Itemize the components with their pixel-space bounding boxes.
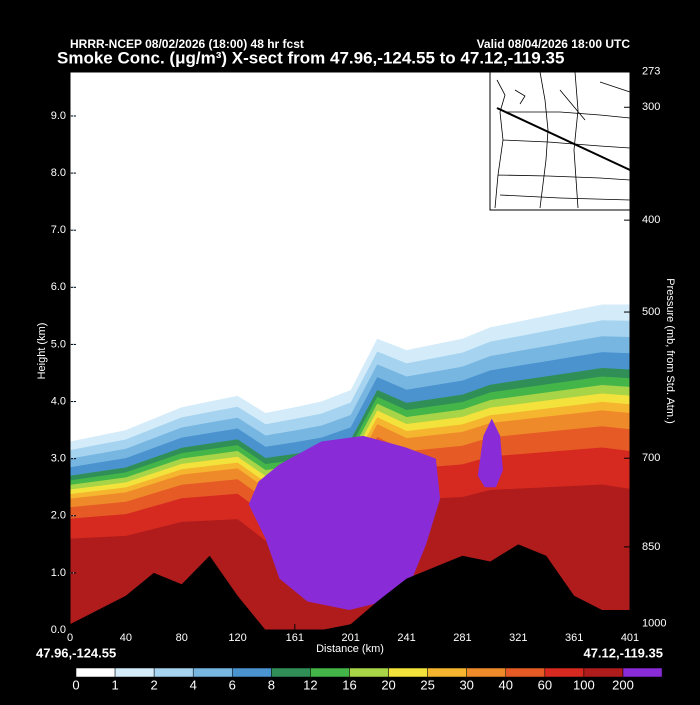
colorbar-swatch (75, 667, 116, 678)
y-tick-label: 5.0 (51, 338, 66, 350)
colorbar-label: 0 (72, 677, 79, 692)
plot-frame (69, 71, 631, 631)
x-tick-label: 80 (176, 632, 188, 644)
colorbar-swatch (583, 667, 624, 678)
colorbar-label: 16 (342, 677, 356, 692)
x-axis-label: Distance (km) (316, 643, 384, 655)
y2-tick-label: 400 (642, 214, 660, 226)
colorbar-label: 100 (573, 677, 595, 692)
colorbar-label: 20 (381, 677, 395, 692)
header-left: HRRR-NCEP 08/02/2026 (18:00) 48 hr fcst (70, 37, 304, 51)
terrain (70, 544, 630, 630)
x-tick-label: 321 (509, 632, 527, 644)
colorbar-swatch (388, 667, 428, 678)
header-right: Valid 08/04/2026 18:00 UTC (477, 37, 631, 51)
colorbar-label: 2 (151, 677, 158, 692)
colorbar-swatch (544, 667, 585, 678)
colorbar-swatch (192, 667, 233, 678)
map-frame (489, 71, 631, 211)
colorbar-label: 1 (111, 677, 118, 692)
y2-tick-label: 273 (642, 65, 660, 77)
colorbar-swatch (466, 667, 507, 678)
end-point-label: 47.12,-119.35 (583, 645, 663, 660)
smoke-contour (477, 418, 503, 488)
colorbar-label: 200 (612, 677, 634, 692)
smoke-contour (248, 435, 441, 611)
colorbar-swatch (114, 667, 155, 678)
colorbar-label: 40 (499, 677, 513, 692)
x-tick-label: 40 (120, 632, 132, 644)
x-tick-label: 241 (397, 632, 415, 644)
start-point-label: 47.96,-124.55 (36, 645, 116, 660)
colorbar-swatch (271, 667, 311, 678)
colorbar-label: 8 (268, 677, 275, 692)
y-tick-label: 6.0 (51, 281, 66, 293)
chart-title: Smoke Conc. (μg/m³) X-sect from 47.96,-1… (57, 48, 564, 67)
locator-map (489, 71, 631, 211)
x-tick-label: 281 (453, 632, 471, 644)
colorbar-label: 12 (303, 677, 317, 692)
y-tick-label: 2.0 (51, 510, 66, 522)
y2-tick-label: 700 (642, 452, 660, 464)
y-tick-label: 9.0 (51, 110, 66, 122)
x-tick-label: 0 (67, 632, 73, 644)
x-tick-label: 161 (286, 632, 304, 644)
y2-tick-label: 500 (642, 306, 660, 318)
colorbar-label: 4 (190, 677, 197, 692)
y-tick-label: 1.0 (51, 567, 66, 579)
colorbar-swatch (505, 667, 546, 678)
y2-axis-label: Pressure (mb, from Std. Atm.) (664, 278, 676, 423)
y2-tick-label: 300 (642, 101, 660, 113)
x-tick-label: 120 (228, 632, 246, 644)
x-tick-label: 201 (342, 632, 360, 644)
y-tick-label: 8.0 (51, 167, 66, 179)
contour-layer (70, 304, 630, 630)
y2-tick-label: 1000 (642, 618, 666, 630)
y-tick-label: 4.0 (51, 395, 66, 407)
colorbar-swatch (153, 667, 194, 678)
y-tick-label: 0.0 (51, 624, 66, 636)
y-axis-label: Height (km) (36, 323, 48, 380)
colorbar-swatch (310, 667, 350, 678)
colorbar-label: 6 (229, 677, 236, 692)
colorbar-label: 25 (420, 677, 434, 692)
colorbar-swatch (349, 667, 389, 678)
section-line (496, 107, 631, 171)
y-tick-label: 3.0 (51, 453, 66, 465)
colorbar-label: 30 (459, 677, 473, 692)
colorbar-label: 60 (538, 677, 552, 692)
x-tick-label: 361 (565, 632, 583, 644)
y-tick-label: 7.0 (51, 224, 66, 236)
y2-tick-label: 850 (642, 541, 660, 553)
colorbar-swatch (622, 667, 663, 678)
x-tick-label: 401 (621, 632, 639, 644)
colorbar-swatch (232, 667, 272, 678)
colorbar-swatch (427, 667, 467, 678)
